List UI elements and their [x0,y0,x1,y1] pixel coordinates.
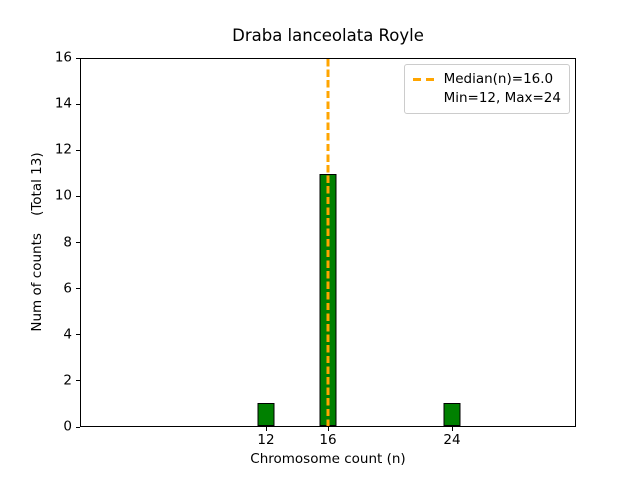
y-tick-mark-0 [76,426,80,428]
bar-n12 [257,403,275,426]
dashed-line-marker-icon [412,78,436,81]
x-tick-label-16: 16 [319,432,337,448]
legend-entry-minmax: Min=12, Max=24 [413,89,561,108]
x-axis-label: Chromosome count (n) [250,451,406,467]
y-tick-mark-4 [76,334,80,336]
y-tick-mark-14 [76,103,80,105]
x-tick-mark-24 [451,427,453,431]
x-tick-label-12: 12 [257,432,275,448]
y-tick-label-8: 8 [63,233,72,250]
bar-n24 [443,403,460,426]
y-tick-label-0: 0 [63,418,72,435]
y-tick-mark-8 [76,242,80,243]
plot-area: Median(n)=16.0 Min=12, Max=24 [80,58,576,427]
legend: Median(n)=16.0 Min=12, Max=24 [403,64,570,114]
y-tick-label-10: 10 [54,187,72,204]
y-tick-mark-2 [76,380,80,382]
y-tick-mark-10 [76,195,80,197]
y-tick-label-16: 16 [54,49,72,66]
legend-empty-marker [413,97,436,100]
x-tick-mark-16 [327,427,329,431]
x-tick-label-24: 24 [443,432,461,448]
legend-label-median: Median(n)=16.0 [443,71,554,87]
chart-title: Draba lanceolata Royle [232,26,424,45]
y-tick-mark-6 [76,288,80,290]
y-tick-label-4: 4 [63,326,72,342]
x-tick-mark-12 [265,427,267,431]
legend-label-minmax: Min=12, Max=24 [443,90,561,106]
y-tick-mark-16 [76,57,80,59]
y-tick-label-6: 6 [63,279,72,296]
y-tick-mark-12 [76,149,80,151]
y-tick-label-14: 14 [54,95,72,112]
median-line [326,59,330,426]
y-tick-label-12: 12 [54,141,72,158]
legend-entry-median: Median(n)=16.0 [412,70,561,89]
y-tick-label-2: 2 [63,372,72,389]
